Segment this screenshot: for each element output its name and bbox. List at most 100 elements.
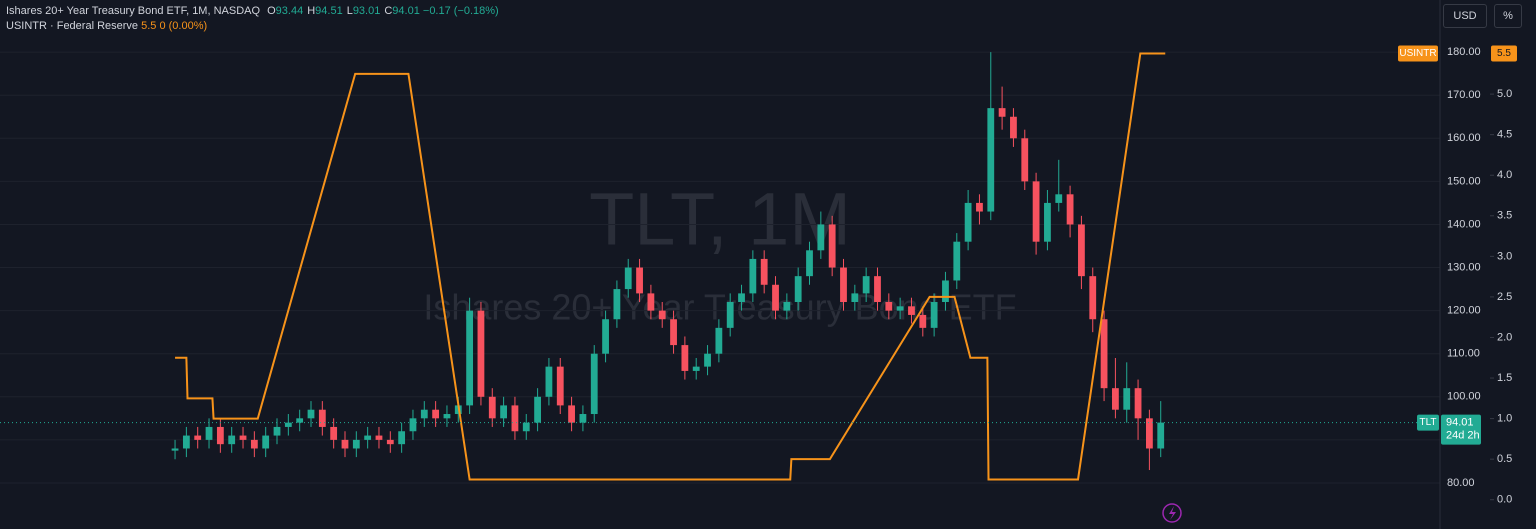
candle-body: [1134, 388, 1142, 419]
candle-body: [1055, 194, 1063, 203]
candle-body: [182, 435, 190, 449]
rate-line: [175, 52, 1166, 481]
candle-body: [658, 310, 666, 320]
watermark-name: Ishares 20+ Year Treasury Bond ETF: [423, 287, 1016, 328]
candle-body: [1145, 418, 1153, 449]
candle-body: [817, 224, 825, 251]
candle-body: [1010, 116, 1017, 139]
candle-body: [568, 405, 575, 423]
candle-body: [692, 366, 700, 371]
candle-body: [647, 293, 655, 311]
candle-body: [806, 250, 813, 277]
y-tick-label: 130.00: [1447, 261, 1481, 273]
candle-body: [409, 418, 417, 432]
candle-body: [477, 310, 485, 397]
candle-body: [1089, 276, 1097, 320]
legend-indicator: USINTR · Federal Reserve 5.5 0 (0.00%): [6, 20, 207, 32]
candle-body: [896, 306, 904, 311]
y2-tick-label: 3.0: [1497, 250, 1512, 262]
candle-body: [500, 405, 508, 419]
candles: [171, 52, 1165, 471]
candle-body: [976, 202, 983, 212]
candle-body: [670, 319, 677, 346]
y-tick-label: 170.00: [1447, 89, 1481, 101]
candle-body: [1123, 388, 1131, 410]
candle-body: [738, 293, 745, 303]
candle-body: [171, 448, 179, 451]
legend-ohlc-key: L: [346, 5, 353, 17]
y-tick-label: 180.00: [1447, 46, 1481, 58]
y-tick-label: 100.00: [1447, 391, 1481, 403]
candle-body: [885, 302, 893, 311]
legend-indicator-change: 0 (0.00%): [159, 20, 208, 32]
candle-body: [794, 276, 802, 303]
usintr-value-label: 5.5: [1497, 48, 1511, 59]
candle-body: [998, 108, 1006, 117]
legend-ohlc-key: H: [307, 5, 316, 17]
candle-body: [273, 426, 281, 436]
y2-tick-label: 1.5: [1497, 372, 1512, 384]
candle-body: [262, 435, 270, 449]
y2-tick-label: 5.0: [1497, 88, 1512, 100]
candle-body: [284, 422, 292, 427]
countdown-label: 24d 2h: [1446, 429, 1480, 441]
candle-body: [488, 396, 496, 419]
candle-body: [930, 302, 938, 328]
candle-body: [715, 327, 723, 354]
candle-body: [602, 319, 609, 354]
legend-change: −0.17 (−0.18%): [422, 5, 499, 17]
candle-body: [953, 241, 961, 281]
candle-body: [330, 426, 338, 440]
candle-body: [908, 306, 915, 315]
y-tick-label: 140.00: [1447, 218, 1481, 230]
tlt-value-label: 94.01: [1446, 416, 1474, 428]
legend-ohlc-value: 94.51: [315, 5, 343, 17]
candle-body: [704, 353, 711, 367]
candle-body: [1021, 138, 1029, 182]
usintr-badge: [1398, 45, 1438, 62]
candle-body: [987, 108, 995, 212]
candle-body: [296, 418, 304, 423]
percent-button[interactable]: %: [1494, 4, 1522, 28]
currency-button[interactable]: USD: [1443, 4, 1487, 28]
candle-body: [749, 258, 757, 294]
candle-body: [352, 439, 360, 449]
usintr-badge-label: USINTR: [1399, 48, 1436, 59]
candle-body: [216, 426, 224, 445]
candle-body: [556, 366, 564, 406]
y-tick-label: 110.00: [1447, 348, 1480, 360]
legend-main: Ishares 20+ Year Treasury Bond ETF, 1M, …: [6, 5, 499, 17]
y-tick-label: 120.00: [1447, 305, 1481, 317]
candle-body: [318, 409, 326, 427]
y2-tick-label: 0.0: [1497, 494, 1512, 506]
candle-body: [1032, 181, 1040, 242]
candle-body: [613, 289, 621, 320]
candle-body: [386, 439, 394, 445]
candle-body: [443, 414, 451, 419]
y2-tick-label: 4.0: [1497, 169, 1512, 181]
y2-tick-label: 1.0: [1497, 413, 1512, 425]
candle-body: [760, 258, 768, 285]
legend-indicator-value: 5.5: [141, 20, 157, 32]
candle-body: [919, 314, 927, 328]
y-tick-label: 150.00: [1447, 175, 1481, 187]
candle-body: [942, 280, 949, 303]
candle-body: [862, 276, 870, 294]
y-tick-label: 160.00: [1447, 132, 1481, 144]
lightning-icon[interactable]: [1162, 503, 1182, 523]
candle-body: [579, 414, 587, 423]
candle-body: [1078, 224, 1085, 277]
candle-body: [432, 409, 440, 419]
y2-tick-label: 2.0: [1497, 331, 1512, 343]
candle-body: [783, 302, 791, 311]
candle-body: [534, 396, 541, 423]
candle-body: [681, 345, 689, 371]
candle-body: [851, 293, 859, 303]
legend-ohlc-key: C: [384, 5, 393, 17]
legend-ohlc-value: 93.01: [352, 5, 381, 17]
candle-body: [307, 409, 315, 419]
legend-indicator-name: USINTR · Federal Reserve: [6, 20, 139, 32]
candle-body: [840, 267, 847, 303]
